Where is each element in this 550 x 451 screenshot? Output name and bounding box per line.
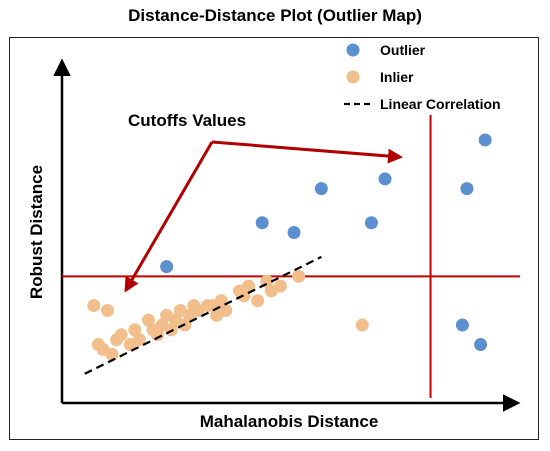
annotation-arrow-right — [211, 140, 403, 164]
inlier-point-6 — [114, 328, 128, 342]
inlier-point-23 — [219, 303, 233, 317]
y-axis-title: Robust Distance — [27, 165, 46, 299]
inlier-point-0 — [87, 299, 101, 313]
outlier-point-7 — [478, 133, 492, 147]
cutoffs-annotation-text: Cutoffs Values — [128, 111, 246, 130]
outlier-point-2 — [287, 226, 301, 239]
legend-inlier-marker — [346, 70, 360, 84]
inlier-point-30 — [292, 269, 306, 283]
inlier-point-9 — [141, 313, 155, 327]
outlier-point-1 — [255, 216, 269, 230]
outlier-point-0 — [160, 260, 174, 274]
outlier-point-3 — [314, 182, 328, 196]
annotation-arrow-left — [124, 141, 214, 293]
inlier-point-4 — [105, 347, 119, 361]
legend-linear-correlation-label: Linear Correlation — [380, 96, 501, 112]
inlier-point-32 — [123, 338, 137, 352]
legend: Outlier Inlier Linear Correlation — [344, 42, 501, 112]
inlier-point-25 — [242, 279, 256, 293]
inlier-point-7 — [128, 323, 142, 337]
inlier-point-35 — [355, 318, 369, 332]
points-layer — [87, 133, 492, 361]
outlier-point-5 — [378, 172, 392, 186]
x-axis-title: Mahalanobis Distance — [200, 412, 379, 431]
chart-title: Distance-Distance Plot (Outlier Map) — [128, 6, 422, 25]
outlier-point-4 — [364, 216, 378, 230]
inlier-point-34 — [205, 299, 219, 313]
inlier-point-33 — [146, 323, 160, 337]
legend-outlier-label: Outlier — [380, 42, 426, 58]
inlier-point-1 — [101, 303, 114, 317]
outlier-point-9 — [474, 338, 488, 352]
outlier-point-8 — [455, 318, 469, 332]
chart-frame — [9, 37, 539, 440]
inlier-point-26 — [251, 294, 265, 308]
legend-inlier-label: Inlier — [380, 69, 414, 85]
linear-correlation-line — [84, 255, 322, 375]
legend-outlier-marker — [346, 43, 360, 57]
inlier-point-31 — [237, 289, 251, 303]
outlier-point-6 — [460, 182, 474, 196]
inlier-point-29 — [273, 279, 287, 293]
